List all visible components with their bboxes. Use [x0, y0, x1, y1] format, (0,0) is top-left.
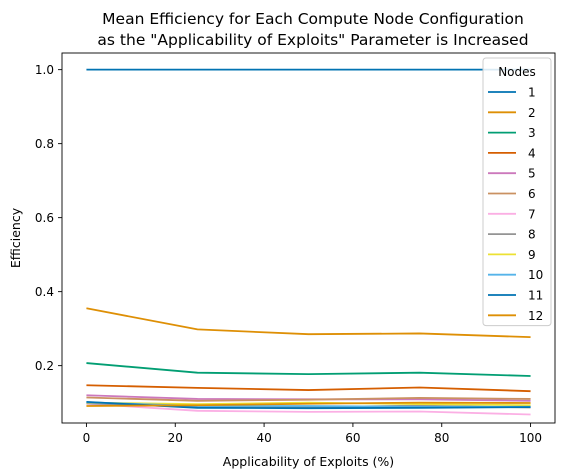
axis-ticks: 0 20 40 60 80 100 0.2 0.4 0.6 0.8 1.0 — [35, 63, 542, 445]
legend-label-2: 2 — [528, 106, 536, 120]
y-tick-label: 1.0 — [35, 63, 54, 77]
series-line-2 — [86, 308, 530, 337]
x-axis-label: Applicability of Exploits (%) — [223, 454, 394, 469]
y-tick-label: 0.6 — [35, 211, 54, 225]
legend-label-8: 8 — [528, 228, 536, 242]
legend-label-6: 6 — [528, 187, 536, 201]
x-tick-label: 0 — [83, 431, 91, 445]
y-axis-label: Efficiency — [8, 207, 23, 268]
chart-title-line-2: as the "Applicability of Exploits" Param… — [97, 31, 528, 49]
legend-label-10: 10 — [528, 268, 543, 282]
series-lines — [86, 70, 530, 415]
legend-label-9: 9 — [528, 248, 536, 262]
x-tick-label: 100 — [519, 431, 542, 445]
chart-title-line-1: Mean Efficiency for Each Compute Node Co… — [102, 10, 524, 28]
legend-label-1: 1 — [528, 86, 536, 100]
series-line-4 — [86, 385, 530, 391]
legend-label-7: 7 — [528, 207, 536, 221]
legend-title: Nodes — [498, 65, 536, 79]
y-tick-label: 0.2 — [35, 359, 54, 373]
y-tick-label: 0.8 — [35, 137, 54, 151]
legend-box — [483, 58, 551, 326]
x-tick-label: 80 — [434, 431, 449, 445]
legend-label-12: 12 — [528, 309, 543, 323]
y-tick-label: 0.4 — [35, 285, 54, 299]
series-line-3 — [86, 363, 530, 376]
legend-label-3: 3 — [528, 126, 536, 140]
legend-label-5: 5 — [528, 167, 536, 181]
x-tick-label: 60 — [345, 431, 360, 445]
x-tick-label: 20 — [168, 431, 183, 445]
legend-label-4: 4 — [528, 146, 536, 160]
x-tick-label: 40 — [256, 431, 271, 445]
legend-label-11: 11 — [528, 289, 543, 303]
